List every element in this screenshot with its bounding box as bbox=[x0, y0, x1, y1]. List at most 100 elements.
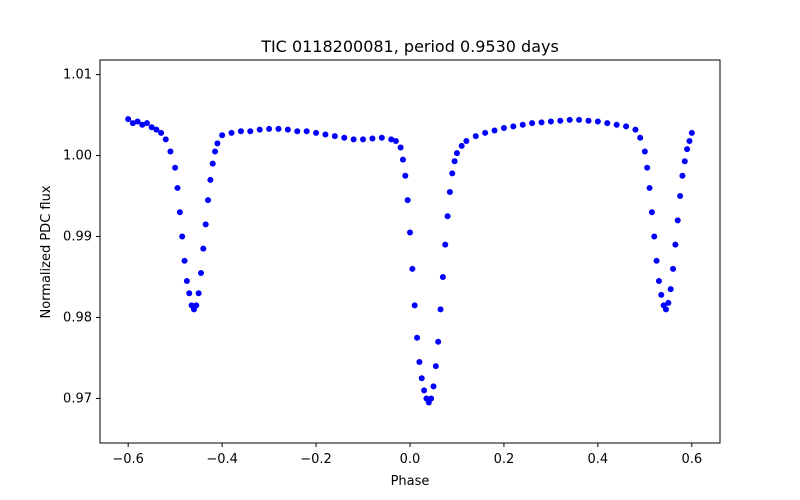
data-point bbox=[331, 133, 338, 140]
data-point bbox=[392, 137, 399, 144]
data-point bbox=[416, 359, 423, 366]
data-point bbox=[632, 126, 639, 133]
data-point bbox=[648, 209, 655, 216]
data-point bbox=[430, 383, 437, 390]
x-tick-label: 0.4 bbox=[588, 452, 609, 467]
data-point bbox=[139, 121, 146, 128]
data-point bbox=[409, 265, 416, 272]
data-point bbox=[444, 213, 451, 220]
data-point bbox=[207, 176, 214, 183]
data-point bbox=[662, 306, 669, 313]
data-point bbox=[437, 306, 444, 313]
data-point bbox=[538, 119, 545, 126]
data-point bbox=[284, 126, 291, 133]
data-point bbox=[637, 134, 644, 141]
data-point bbox=[402, 172, 409, 179]
data-point bbox=[674, 217, 681, 224]
data-point bbox=[482, 129, 489, 136]
data-point bbox=[684, 146, 691, 153]
data-point bbox=[646, 184, 653, 191]
data-point bbox=[472, 133, 479, 140]
data-point bbox=[294, 128, 301, 135]
data-points-group bbox=[125, 116, 695, 406]
data-point bbox=[350, 136, 357, 143]
data-point bbox=[174, 184, 181, 191]
y-axis-ticks: 0.97 0.98 0.99 1.00 1.01 bbox=[63, 68, 100, 406]
data-point bbox=[404, 197, 411, 204]
data-point bbox=[442, 241, 449, 248]
data-point bbox=[491, 127, 498, 134]
data-point bbox=[129, 120, 136, 127]
data-point bbox=[439, 274, 446, 281]
data-point bbox=[658, 291, 665, 298]
data-point bbox=[158, 129, 165, 136]
data-point bbox=[172, 164, 179, 171]
data-point bbox=[677, 193, 684, 200]
data-point bbox=[463, 137, 470, 144]
data-point bbox=[256, 126, 263, 133]
data-point bbox=[162, 136, 169, 143]
data-point bbox=[421, 387, 428, 394]
data-point bbox=[369, 135, 376, 142]
data-point bbox=[193, 302, 200, 309]
data-point bbox=[672, 241, 679, 248]
data-point bbox=[458, 142, 465, 149]
data-point bbox=[228, 129, 235, 136]
x-tick-label: −0.6 bbox=[112, 452, 144, 467]
x-tick-label: 0.6 bbox=[681, 452, 702, 467]
chart-title: TIC 0118200081, period 0.9530 days bbox=[260, 37, 559, 56]
data-point bbox=[435, 338, 442, 345]
data-point bbox=[167, 148, 174, 155]
plot-area-frame bbox=[99, 59, 721, 444]
y-tick-label: 0.98 bbox=[63, 310, 92, 325]
x-tick-label: 0.2 bbox=[494, 452, 515, 467]
data-point bbox=[179, 233, 186, 240]
data-point bbox=[397, 144, 404, 151]
y-axis-label: Normalized PDC flux bbox=[39, 185, 54, 318]
data-point bbox=[195, 290, 202, 297]
data-point bbox=[134, 118, 141, 125]
data-point bbox=[407, 229, 413, 236]
data-point bbox=[360, 136, 367, 143]
data-point bbox=[594, 118, 601, 125]
data-point bbox=[449, 170, 456, 177]
y-tick-label: 0.99 bbox=[63, 230, 92, 245]
x-tick-label: −0.2 bbox=[300, 452, 332, 467]
data-point bbox=[341, 134, 348, 141]
data-point bbox=[453, 150, 460, 157]
data-point bbox=[529, 120, 536, 127]
data-point bbox=[153, 126, 160, 133]
data-point bbox=[237, 128, 244, 135]
x-axis-ticks: −0.6 −0.4 −0.2 0.0 0.2 0.4 0.6 bbox=[112, 443, 702, 467]
data-point bbox=[655, 278, 662, 285]
data-point bbox=[313, 129, 320, 136]
y-tick-label: 0.97 bbox=[63, 391, 92, 406]
data-point bbox=[500, 125, 507, 132]
data-point bbox=[688, 129, 695, 136]
data-point bbox=[181, 257, 188, 264]
data-point bbox=[613, 121, 620, 128]
data-point bbox=[667, 286, 674, 293]
data-point bbox=[247, 128, 254, 135]
y-tick-label: 1.00 bbox=[63, 149, 92, 164]
data-point bbox=[432, 363, 439, 370]
data-point bbox=[510, 123, 517, 130]
data-point bbox=[378, 134, 385, 141]
data-point bbox=[214, 140, 221, 147]
data-point bbox=[186, 290, 193, 297]
data-point bbox=[681, 158, 688, 165]
data-point bbox=[644, 164, 651, 171]
x-axis-label: Phase bbox=[391, 474, 430, 489]
data-point bbox=[641, 148, 648, 155]
data-point bbox=[143, 120, 150, 127]
data-point bbox=[446, 188, 453, 195]
data-point bbox=[519, 121, 526, 128]
data-point bbox=[219, 132, 226, 139]
data-point bbox=[176, 209, 183, 216]
data-point bbox=[266, 125, 273, 132]
data-point bbox=[148, 124, 155, 131]
x-tick-label: 0.0 bbox=[400, 452, 421, 467]
data-point bbox=[212, 148, 219, 155]
data-point bbox=[275, 125, 282, 132]
